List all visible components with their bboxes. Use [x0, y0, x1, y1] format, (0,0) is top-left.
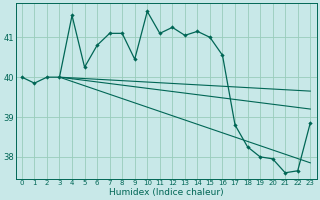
- X-axis label: Humidex (Indice chaleur): Humidex (Indice chaleur): [109, 188, 223, 197]
